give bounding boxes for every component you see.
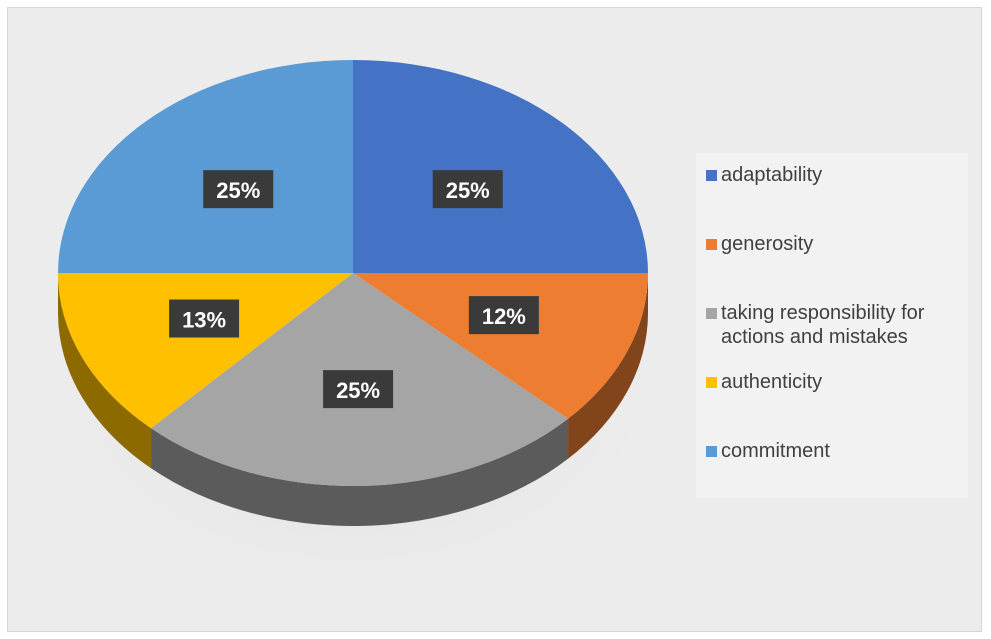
svg-text:13%: 13% [182,308,226,333]
pie-side-authenticity [58,273,152,469]
svg-text:25%: 25% [446,178,490,203]
legend-item-taking-responsibility: taking responsibility for actions and mi… [706,301,971,349]
data-label-adaptability: 25% [432,170,503,209]
svg-text:25%: 25% [336,378,380,403]
pie-slice-commitment [58,60,353,273]
data-label-taking: 25% [323,370,394,409]
legend-swatch [706,170,717,181]
pie-side-taking [151,418,569,526]
legend-item-generosity: generosity [706,232,971,256]
pie-slice-generosity [353,273,648,419]
legend-label: authenticity [721,371,823,393]
data-label-authenticity: 13% [169,299,240,338]
legend: adaptability generosity taking responsib… [696,153,968,498]
data-label-generosity: 12% [468,296,539,335]
legend-swatch [706,308,717,319]
legend-label: commitment [721,440,830,462]
svg-text:12%: 12% [482,304,526,329]
legend-item-authenticity: authenticity [706,370,971,394]
pie-chart: 25% 12% 25% 13% 25% [23,60,683,603]
legend-swatch [706,377,717,388]
pie-side-generosity [568,273,648,459]
legend-label: taking responsibility for actions and mi… [721,302,925,348]
chart-area: 25% 12% 25% 13% 25% adaptability generosity … [7,7,982,632]
svg-text:25%: 25% [216,178,260,203]
pie-slice-adaptability [353,60,648,273]
legend-item-adaptability: adaptability [706,163,971,187]
legend-item-commitment: commitment [706,439,971,463]
pie-slice-authenticity [58,273,353,429]
data-label-commitment: 25% [203,170,274,209]
legend-label: adaptability [721,164,823,186]
legend-swatch [706,446,717,457]
legend-label: generosity [721,233,814,255]
legend-swatch [706,239,717,250]
